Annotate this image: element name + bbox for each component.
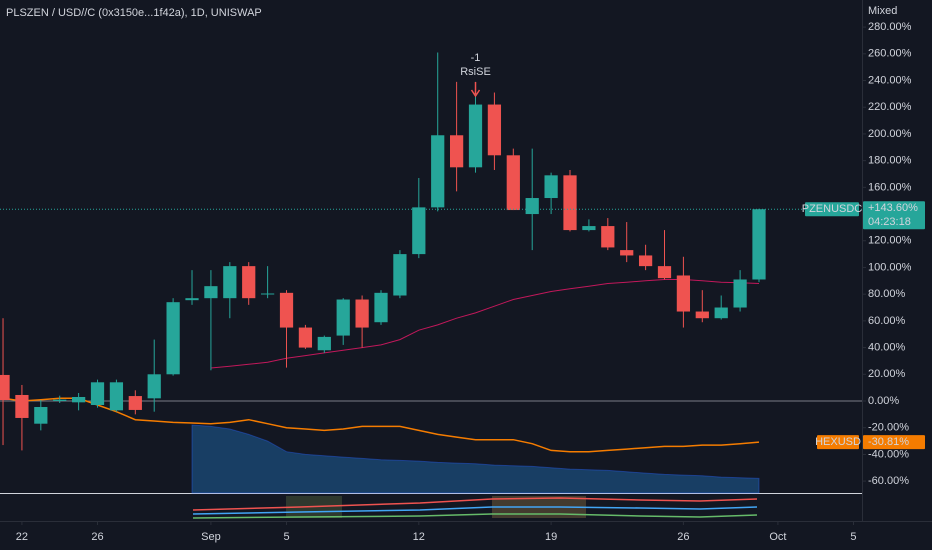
y-tick-label: 280.00% [868,21,912,33]
annotation-text: RsiSE [460,66,491,78]
candle-body [90,382,105,406]
countdown-label: 04:23:18 [868,216,911,228]
candle-body [393,254,407,296]
x-tick-label: 5 [850,531,856,543]
indicator-line [192,506,758,515]
chart-title: PLSZEN / USD//C (0x3150e...1f42a), 1D, U… [6,7,262,19]
candle-body [72,396,86,403]
y-tick-label: 240.00% [868,74,912,86]
y-tick-label: 120.00% [868,235,912,247]
y-tick-label: 220.00% [868,101,912,113]
candle-body [525,198,539,215]
candle-body [128,396,142,410]
candle-body [412,207,426,255]
candle-body [336,299,350,336]
candle-body [0,374,10,401]
symbol-badge [805,202,859,217]
series-value-badge [863,435,925,450]
symbol-label: PZENUSDC [802,203,863,215]
series-badge [817,435,859,450]
candle-body [242,266,256,299]
price-badge [863,201,925,230]
compare-area [191,424,760,494]
candle-body [431,135,445,208]
price-label: +143.60% [868,202,918,214]
candle-body [298,327,313,348]
x-tick-label: Oct [769,531,786,543]
y-tick-label: 60.00% [868,315,906,327]
candle-body [147,374,161,399]
candle-body [204,286,218,299]
series-name: HEXUSD [815,436,861,448]
y-tick-label: 100.00% [868,261,912,273]
candle-body [261,293,275,295]
x-tick-label: 12 [413,531,425,543]
candle-body [15,394,29,418]
scale-mode: Mixed [868,5,897,17]
candle-body [34,407,48,424]
candle-body [714,307,728,319]
candle-body [317,336,331,351]
annotation-text: -1 [471,52,481,64]
candle-body [620,250,634,256]
candle-body [544,175,558,199]
y-tick-label: -20.00% [868,422,909,434]
y-tick-label: 200.00% [868,128,912,140]
candle-body [109,382,124,411]
candle-body [506,155,520,211]
y-tick-label: 260.00% [868,48,912,60]
candle-body [657,266,672,279]
indicator-line [192,497,758,511]
candle-body [355,299,369,328]
candle-body [733,279,747,308]
y-tick-label: 80.00% [868,288,906,300]
candle-body [601,226,615,248]
candle-body [53,399,67,401]
candle-body [563,175,577,231]
x-tick-label: Sep [201,531,221,543]
x-tick-label: 22 [16,531,28,543]
candle-body [449,135,464,168]
y-tick-label: 0.00% [868,395,899,407]
y-tick-label: 40.00% [868,341,906,353]
y-tick-label: 160.00% [868,181,912,193]
compare-line [2,397,760,453]
candle-body [638,255,653,267]
annotation-arrow [470,82,481,98]
indicator-line [192,513,758,519]
candle-body [279,292,294,328]
candle-body [166,302,180,375]
x-tick-label: 26 [677,531,689,543]
candle-body [752,209,766,280]
x-tick-label: 5 [283,531,289,543]
y-tick-label: 180.00% [868,155,912,167]
candle-body [582,226,596,231]
candle-body [185,298,199,301]
candle-body [223,266,237,299]
candle-body [695,311,709,319]
series-value-label: -30.81% [868,436,909,448]
candle-body [487,104,502,156]
x-tick-label: 19 [545,531,557,543]
moving-average [210,279,760,369]
x-tick-label: 26 [91,531,103,543]
y-tick-label: 20.00% [868,368,906,380]
candle-body [468,104,483,168]
candle-body [374,292,388,323]
indicator-pane [192,496,758,519]
y-tick-label: -40.00% [868,448,909,460]
y-tick-label: -60.00% [868,475,909,487]
candle-body [676,275,691,312]
